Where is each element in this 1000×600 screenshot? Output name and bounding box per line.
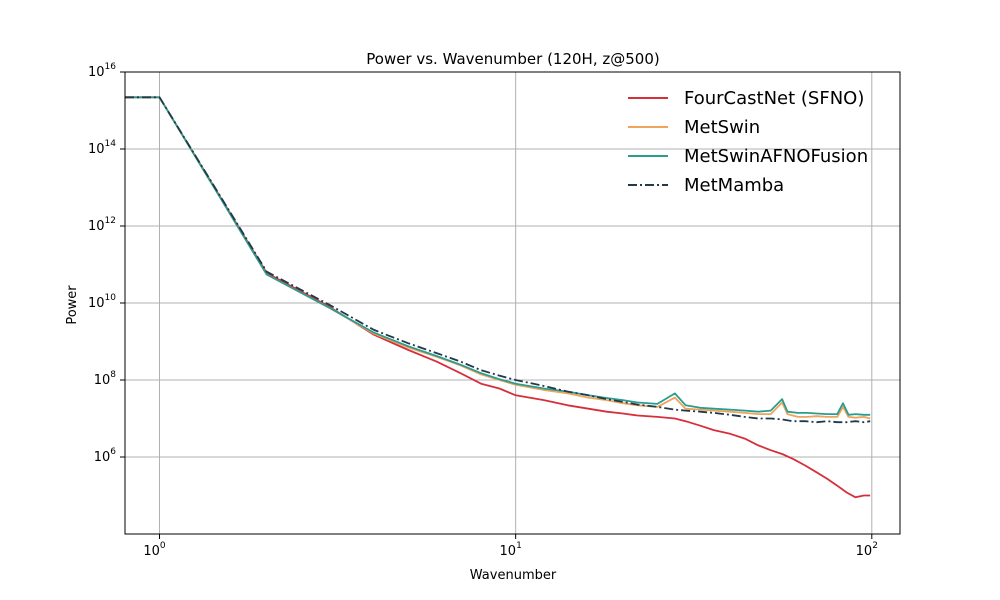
x-axis-label: Wavenumber: [470, 568, 557, 583]
y-axis-label: Power: [65, 285, 80, 325]
series-line-2: [125, 96, 871, 416]
legend-label: MetSwinAFNOFusion: [684, 146, 868, 167]
chart-title: Power vs. Wavenumber (120H, z@500): [366, 50, 659, 68]
legend: FourCastNet (SFNO) MetSwin MetSwinAFNOFusi…: [628, 88, 868, 196]
legend-label: MetSwin: [684, 117, 760, 138]
legend-label: MetMamba: [684, 175, 784, 196]
x-tick-label: 102: [856, 541, 878, 559]
y-tick-label: 1016: [88, 62, 116, 80]
x-tick-label: 101: [500, 541, 522, 559]
series-line-0: [125, 96, 871, 499]
y-tick-label: 108: [94, 370, 117, 388]
x-tick-label: 100: [143, 541, 166, 559]
y-tick-label: 106: [94, 447, 117, 465]
series-line-3: [125, 96, 871, 424]
axis-ticks: 100 101 102 106 108 1010 1012 1014 1016: [88, 62, 878, 559]
legend-label: FourCastNet (SFNO): [684, 88, 864, 109]
y-tick-label: 1014: [88, 139, 116, 157]
y-tick-label: 1010: [88, 293, 116, 311]
series-lines: [125, 96, 871, 499]
y-tick-label: 1012: [88, 216, 116, 234]
